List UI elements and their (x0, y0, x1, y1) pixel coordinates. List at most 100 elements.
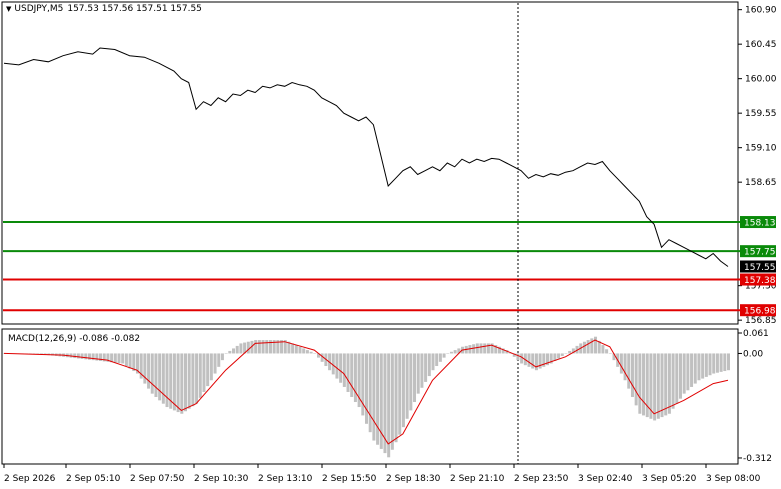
macd-histogram-bar (476, 343, 479, 353)
macd-histogram-bar (443, 353, 446, 357)
macd-histogram-bar (77, 353, 80, 358)
macd-histogram-bar (84, 353, 87, 359)
macd-histogram-bar (339, 353, 342, 382)
macd-histogram-bar (535, 353, 538, 370)
macd-histogram-bar (188, 353, 191, 408)
time-tick-label: 3 Sep 08:00 (706, 474, 761, 484)
macd-histogram-bar (417, 353, 420, 393)
macd-histogram-bar (601, 345, 604, 353)
macd-histogram-bar (350, 353, 353, 397)
macd-histogram-bar (239, 343, 242, 353)
macd-tick-label: -0.312 (743, 454, 772, 464)
macd-histogram-bar (697, 353, 700, 380)
macd-histogram-bar (247, 342, 250, 354)
macd-histogram-bar (306, 350, 309, 353)
macd-histogram-bar (624, 353, 627, 380)
macd-histogram-bar (313, 353, 316, 354)
level-price-label: 157.38 (744, 276, 776, 286)
macd-histogram-bar (147, 353, 150, 388)
macd-histogram-bar (480, 343, 483, 353)
time-tick-label: 3 Sep 05:20 (642, 474, 697, 484)
macd-histogram-bar (295, 345, 298, 353)
macd-histogram-bar (701, 353, 704, 378)
macd-tick-label: 0.00 (743, 349, 763, 359)
macd-histogram-bar (184, 353, 187, 411)
macd-histogram-bar (254, 340, 257, 353)
time-axis: 2 Sep 2026 2 Sep 05:10 2 Sep 07:50 2 Sep 10… (4, 464, 761, 484)
time-tick-label: 2 Sep 10:30 (194, 474, 249, 484)
macd-histogram-bar (439, 353, 442, 361)
price-tick-label: 160.00 (745, 75, 777, 85)
macd-histogram-bar (709, 353, 712, 375)
macd-histogram-bar (310, 352, 313, 354)
macd-histogram-bar (291, 343, 294, 353)
macd-histogram-bar (587, 340, 590, 353)
macd-histogram-bar (413, 353, 416, 402)
macd-histogram-bar (720, 353, 723, 371)
price-tick-label: 159.10 (745, 144, 777, 154)
macd-histogram-bar (672, 353, 675, 408)
macd-histogram-bar (81, 353, 84, 358)
macd-histogram-bar (420, 353, 423, 387)
macd-histogram-bar (121, 353, 124, 363)
macd-histogram-bar (347, 353, 350, 392)
level-price-label: 156.98 (744, 307, 776, 317)
macd-histogram-bar (258, 340, 261, 353)
time-tick-label: 2 Sep 05:10 (66, 474, 121, 484)
level-lines: 158.13157.75157.38156.98157.55 (3, 216, 776, 317)
ohlc-values: 157.53 157.56 157.51 157.55 (67, 4, 202, 14)
macd-histogram-bar (221, 353, 224, 360)
macd-histogram-bar (727, 353, 730, 370)
macd-histogram-bar (199, 353, 202, 397)
current-price-label: 157.55 (744, 263, 776, 273)
macd-histogram-bar (143, 353, 146, 383)
macd-histogram-bar (214, 353, 217, 373)
time-tick-label: 2 Sep 13:10 (258, 474, 313, 484)
macd-histogram-bar (531, 353, 534, 368)
time-tick-label: 2 Sep 07:50 (130, 474, 185, 484)
macd-histogram-bar (118, 353, 121, 363)
macd-histogram-bar (210, 353, 213, 380)
macd-histogram-bar (557, 353, 560, 358)
macd-histogram-bar (151, 353, 154, 393)
macd-histogram-bar (487, 343, 490, 353)
macd-histogram-bar (236, 346, 239, 354)
macd-histogram-bar (590, 338, 593, 353)
macd-histogram-bar (217, 353, 220, 366)
triangle-down-icon[interactable]: ▼ (6, 5, 11, 13)
macd-histogram-bar (202, 353, 205, 392)
macd-histogram-bar (705, 353, 708, 376)
macd-histogram-bar (391, 353, 394, 449)
time-tick-label: 2 Sep 23:50 (514, 474, 569, 484)
macd-label: MACD(12,26,9) -0.086 -0.082 (8, 334, 140, 344)
macd-histogram-bar (723, 353, 726, 371)
macd-histogram-bar (424, 353, 427, 381)
macd-histogram-bar (516, 353, 519, 360)
macd-histogram-bar (528, 353, 531, 366)
macd-histogram-bar (638, 353, 641, 413)
macd-histogram-bar (657, 353, 660, 418)
macd-histogram-bar (712, 353, 715, 373)
macd-histogram-bar (605, 349, 608, 353)
macd-histogram-bar (609, 353, 612, 354)
macd-histogram (3, 337, 730, 458)
time-tick-label: 3 Sep 02:40 (578, 474, 633, 484)
price-tick-label: 159.55 (745, 109, 777, 119)
macd-histogram-bar (431, 353, 434, 370)
macd-histogram-bar (369, 353, 372, 432)
macd-histogram-bar (354, 353, 357, 402)
symbol-header[interactable]: ▼ USDJPY,M5 157.53 157.56 157.51 157.55 (6, 4, 202, 14)
macd-histogram-bar (114, 353, 117, 362)
symbol-label: USDJPY,M5 (14, 4, 63, 14)
macd-histogram-bar (594, 337, 597, 354)
macd-histogram-bar (664, 353, 667, 415)
macd-histogram-bar (402, 353, 405, 427)
macd-histogram-bar (428, 353, 431, 376)
macd-histogram-bar (387, 353, 390, 457)
macd-histogram-bar (561, 353, 564, 356)
macd-histogram-bar (564, 353, 567, 354)
macd-histogram-bar (583, 342, 586, 354)
macd-histogram-bar (262, 340, 265, 353)
